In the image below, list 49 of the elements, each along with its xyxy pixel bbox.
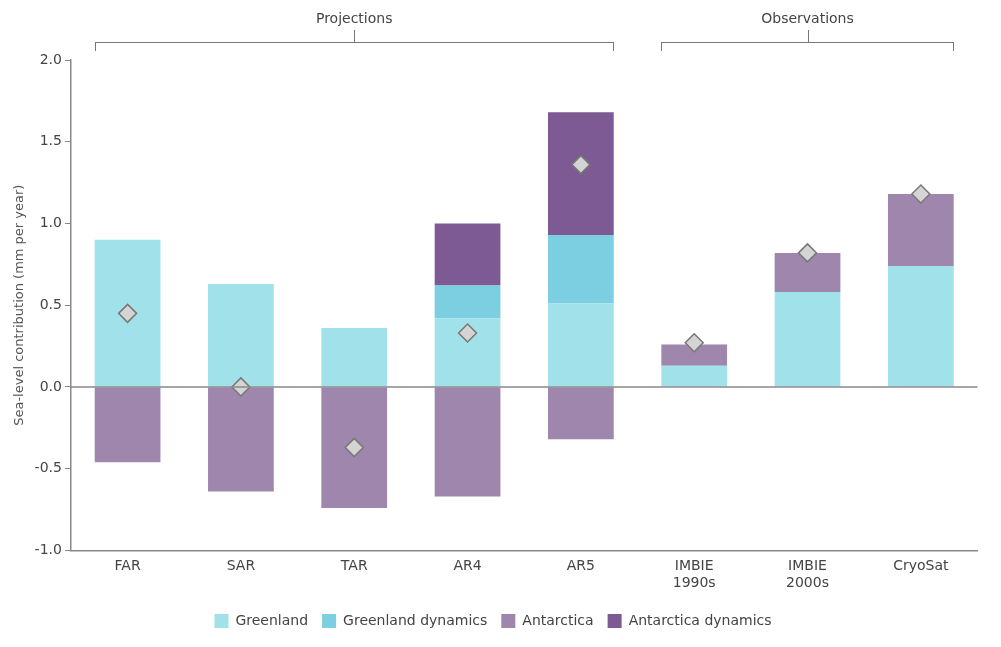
point (344, 437, 364, 458)
bar (661, 344, 728, 366)
bar (208, 387, 274, 492)
y-tick-label: 2.0 (39, 50, 62, 67)
bar (887, 194, 954, 266)
point (117, 303, 138, 324)
legend-label: Antarctica dynamics (628, 611, 772, 628)
bar (887, 265, 954, 387)
bar (208, 283, 274, 387)
y-axis-title: Sea-level contribution (mm per year) (11, 184, 27, 426)
bar (548, 234, 614, 304)
text: Projections (314, 10, 394, 26)
x-tick-label: AR4 (453, 557, 482, 574)
x-tick-label: TAR (339, 557, 368, 574)
point (571, 154, 591, 175)
y-tick-label: 0.0 (39, 377, 62, 394)
point (797, 243, 818, 263)
bar (774, 252, 841, 293)
text: Observations (760, 10, 855, 26)
x-tick-label: CryoSat (893, 557, 950, 574)
legend-label: Antarctica (522, 611, 594, 628)
x-tick-label: IMBIE 1990s (672, 557, 716, 591)
point (911, 184, 931, 204)
bar (94, 387, 161, 463)
bar (548, 303, 614, 387)
bar (94, 239, 161, 387)
bar (321, 328, 388, 387)
bar (774, 292, 841, 387)
bar (548, 112, 614, 235)
bar (434, 318, 501, 387)
y-tick-label: 1.0 (39, 214, 62, 231)
x-tick-label: SAR (226, 557, 256, 574)
legend-label: Greenland (235, 611, 309, 628)
y-tick-label: 0.5 (39, 295, 62, 312)
y-tick-label: -1.0 (34, 541, 62, 558)
x-tick-label: FAR (114, 557, 141, 574)
point (684, 333, 704, 353)
bar (434, 387, 501, 497)
bar (434, 285, 501, 319)
x-tick-label: IMBIE 2000s (786, 557, 829, 591)
y-tick-label: 1.5 (39, 132, 62, 149)
bar (321, 387, 388, 508)
y-tick-label: -0.5 (34, 459, 62, 476)
point (457, 323, 478, 343)
legend-label: Greenland dynamics (343, 611, 488, 628)
bar (661, 365, 728, 387)
bar (548, 387, 614, 440)
bar (434, 223, 501, 286)
x-tick-label: AR5 (566, 557, 595, 574)
